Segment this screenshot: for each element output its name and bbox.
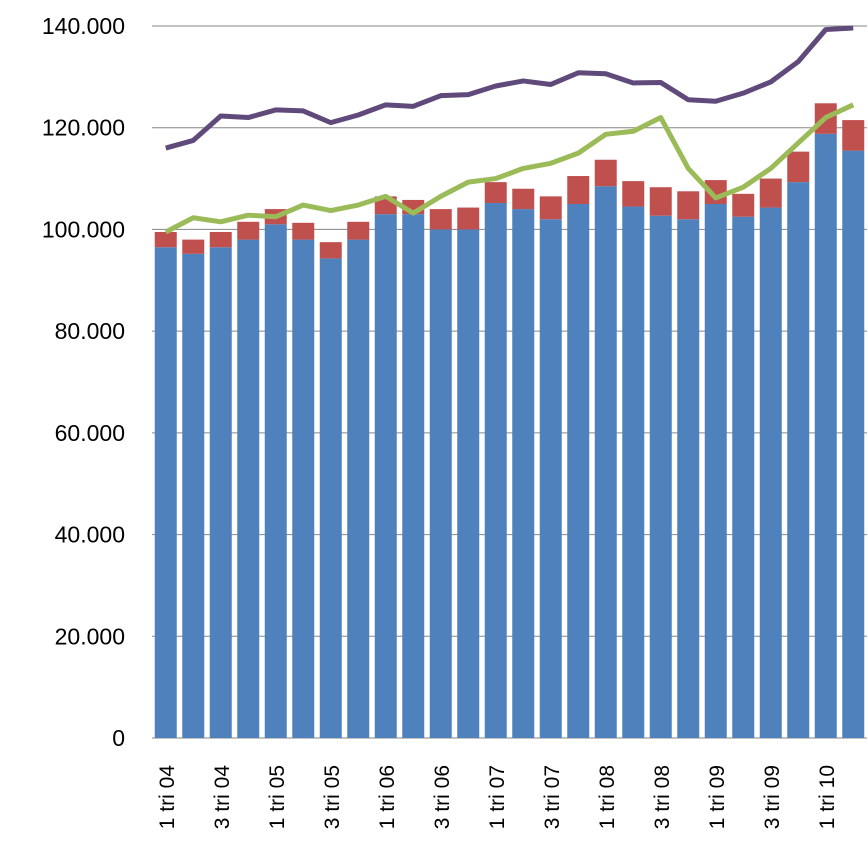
bar-segment: [319, 258, 342, 738]
bar-segment: [292, 222, 315, 240]
y-tick-label: 100.000: [42, 216, 125, 242]
bar-segment: [759, 178, 782, 208]
y-tick-label: 80.000: [55, 318, 125, 344]
x-tick-label: 3 tri 07: [541, 765, 564, 829]
y-tick-label: 40.000: [55, 522, 125, 548]
bar-segment: [319, 242, 342, 259]
bar-segment: [182, 253, 205, 738]
bar-segment: [512, 188, 535, 210]
bar-segment: [512, 209, 535, 739]
bar-segment: [402, 214, 425, 738]
bar-segment: [594, 186, 617, 738]
x-tick-label: 1 tri 04: [156, 765, 179, 830]
bar-segment: [539, 196, 562, 220]
bar-segment: [732, 193, 755, 217]
bar-segment: [154, 247, 177, 738]
bar-segment: [154, 231, 177, 248]
bar-segment: [677, 191, 700, 220]
bar-segment: [842, 150, 865, 739]
x-tick-label: 1 tri 07: [486, 765, 509, 829]
bar-segment: [649, 187, 672, 216]
bar-segment: [209, 247, 232, 738]
bar-segment: [622, 181, 645, 207]
bar-segment: [374, 214, 397, 738]
bar-segment: [814, 133, 837, 738]
line-series: [165, 25, 854, 151]
x-tick-label: 1 tri 05: [266, 765, 289, 829]
y-tick-label: 140.000: [42, 13, 125, 39]
bar-segment: [539, 219, 562, 738]
bar-segment: [787, 151, 810, 183]
bar-segment: [264, 224, 287, 739]
x-tick-label: 1 tri 09: [706, 765, 729, 829]
bar-segment: [567, 176, 590, 204]
bar-segment: [622, 206, 645, 739]
x-tick-label: 3 tri 06: [431, 765, 454, 829]
bar-segment: [759, 207, 782, 738]
bar-segment: [429, 209, 452, 230]
bar-segment: [209, 231, 232, 248]
bar-segment: [704, 204, 727, 738]
x-tick-label: 1 tri 10: [816, 765, 839, 829]
bar-segment: [347, 221, 370, 240]
x-tick-label: 3 tri 08: [651, 765, 674, 829]
x-tick-label: 1 tri 08: [596, 765, 619, 829]
y-tick-label: 60.000: [55, 420, 125, 446]
bar-segment: [649, 215, 672, 738]
x-tick-label: 3 tri 05: [321, 765, 344, 829]
x-tick-label: 3 tri 04: [211, 765, 234, 830]
bar-segment: [484, 202, 507, 739]
bar-segment: [567, 204, 590, 738]
bar-segment: [429, 229, 452, 738]
bar-segment: [237, 221, 260, 240]
bar-segment: [484, 182, 507, 203]
bar-segment: [677, 219, 700, 738]
y-tick-label: 20.000: [55, 623, 125, 649]
bar-segment: [237, 239, 260, 738]
bar-segment: [457, 229, 480, 738]
bar-segment: [594, 159, 617, 187]
bar-segment: [732, 216, 755, 738]
y-tick-label: 0: [112, 725, 125, 751]
bar-segment: [292, 239, 315, 738]
bar-segment: [842, 120, 865, 151]
bar-segment: [347, 239, 370, 738]
x-tick-label: 1 tri 06: [376, 765, 399, 829]
line-series: [164, 102, 855, 235]
y-tick-label: 120.000: [42, 115, 125, 141]
x-tick-label: 3 tri 09: [761, 765, 784, 829]
bar-segment: [787, 182, 810, 739]
bar-segment: [182, 239, 205, 254]
bar-segment: [457, 207, 480, 230]
